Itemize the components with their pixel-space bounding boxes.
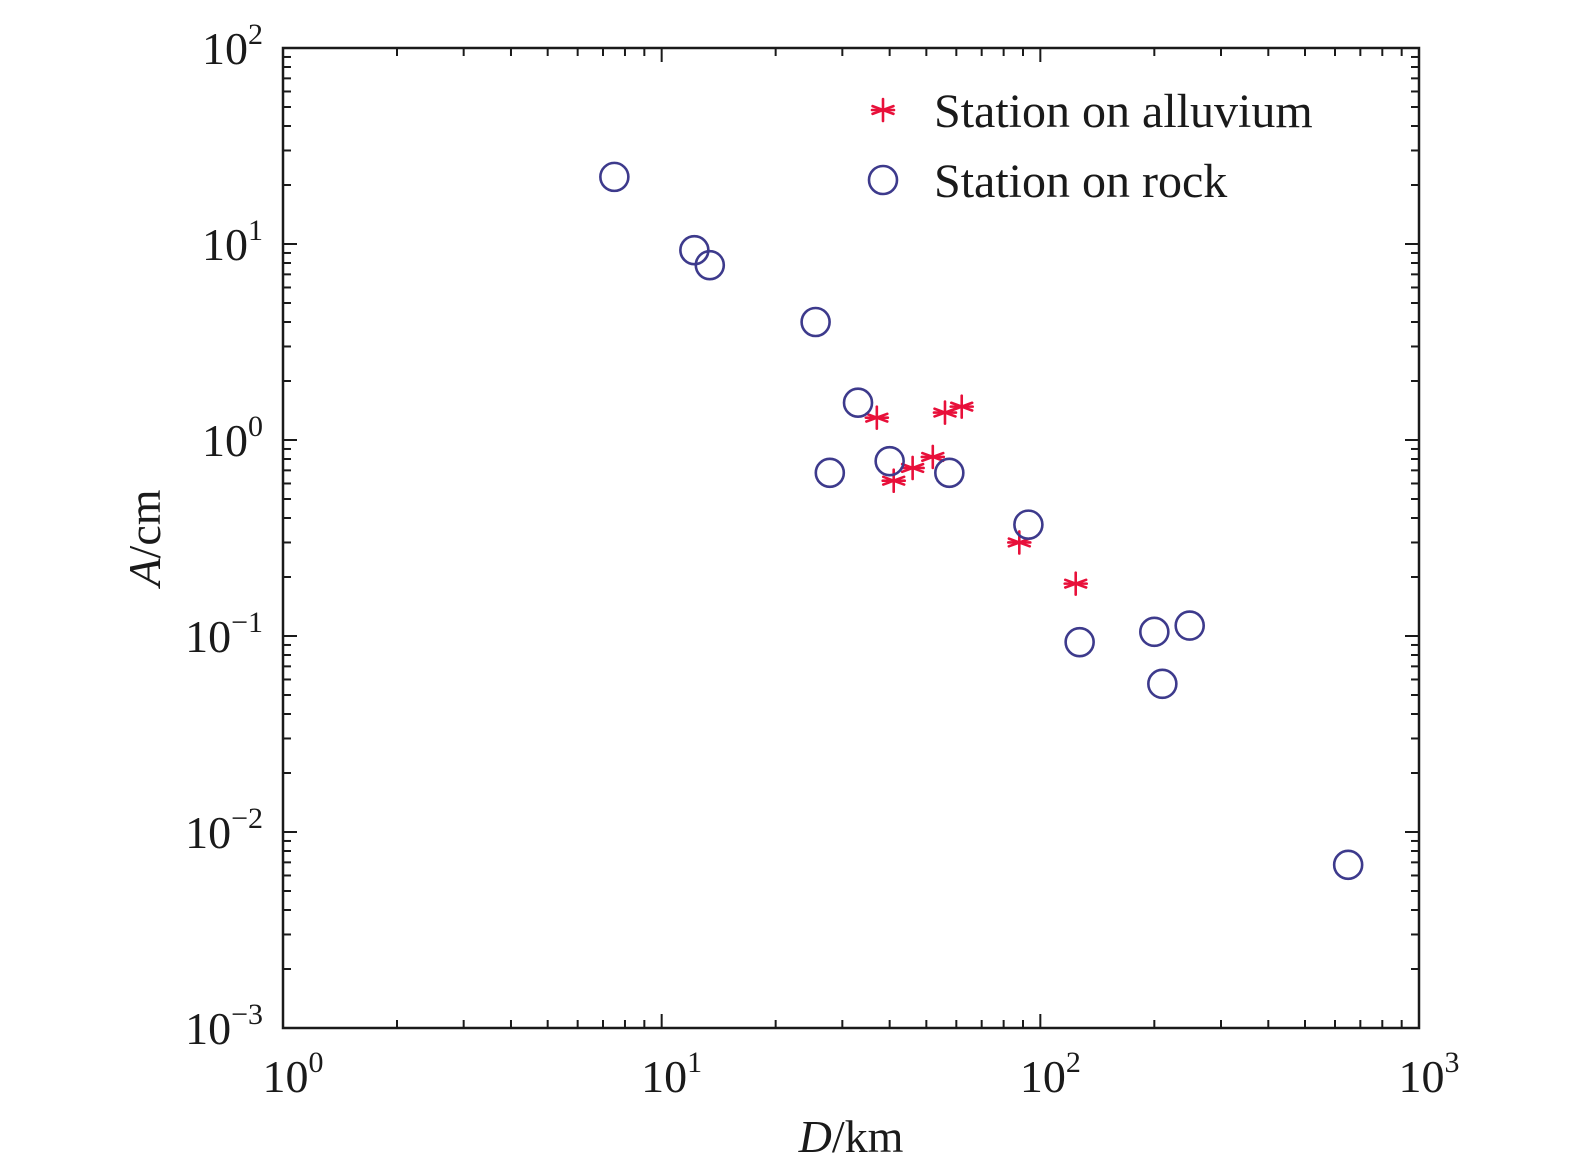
y-tick-label-base: 10 xyxy=(185,807,231,858)
rock-station-point xyxy=(1139,616,1170,648)
legend-label-alluvium: Station on alluvium xyxy=(934,85,1313,138)
y-tick-label-exponent: 2 xyxy=(248,18,263,51)
rock-station-point xyxy=(842,387,874,418)
y-tick-label-base: 10 xyxy=(185,1003,231,1054)
y-axis-variable: A xyxy=(119,558,170,590)
plot-frame xyxy=(281,46,1421,1030)
y-tick-label-exponent: −1 xyxy=(231,606,263,639)
alluvium-station-point xyxy=(1063,571,1089,596)
x-axis-variable: D xyxy=(798,1111,832,1162)
legend: Station on alluvium Station on rock xyxy=(867,85,1313,208)
x-tick-label-exponent: 1 xyxy=(687,1046,702,1079)
y-tick-label-base: 10 xyxy=(202,415,248,466)
y-tick-label-base: 10 xyxy=(185,611,231,662)
alluvium-station-point xyxy=(949,394,975,419)
legend-circle xyxy=(867,164,899,196)
y-tick-label-exponent: 0 xyxy=(248,410,263,443)
x-tick-label-base: 10 xyxy=(263,1051,309,1102)
alluvium-station-point xyxy=(881,468,907,493)
x-tick-label-base: 10 xyxy=(641,1051,687,1102)
legend-asterisk xyxy=(870,97,896,123)
rock-station-point xyxy=(694,249,726,281)
legend-asterisk-marker xyxy=(870,97,896,123)
rock-station-point xyxy=(874,445,905,477)
x-axis-unit: /km xyxy=(832,1111,904,1162)
alluvium-station-point xyxy=(920,444,946,470)
y-tick-label-base: 10 xyxy=(202,219,248,270)
legend-circle-marker xyxy=(867,164,899,196)
rock-station-point xyxy=(1332,849,1364,881)
y-tick-label: 100 xyxy=(202,410,263,466)
y-axis-title: A/cm xyxy=(119,489,170,589)
x-tick-label: 100 xyxy=(263,1046,324,1102)
x-tick-label: 103 xyxy=(1399,1046,1460,1102)
axis-ticks xyxy=(282,47,1420,1029)
y-tick-label: 10−3 xyxy=(185,998,263,1054)
x-tick-label-base: 10 xyxy=(1020,1051,1066,1102)
y-tick-label-exponent: −2 xyxy=(231,802,263,835)
alluvium-station-point xyxy=(932,400,958,425)
rock-station-point xyxy=(599,161,630,193)
legend-label-rock: Station on rock xyxy=(934,155,1227,208)
x-tick-label-exponent: 2 xyxy=(1066,1046,1081,1079)
x-tick-label: 102 xyxy=(1020,1046,1081,1102)
alluvium-station-point xyxy=(900,455,925,481)
rock-station-point xyxy=(1174,610,1205,641)
rock-station-point xyxy=(934,457,965,489)
rock-station-point xyxy=(1013,509,1044,540)
y-tick-label: 10−1 xyxy=(185,606,263,662)
x-tick-label-exponent: 0 xyxy=(309,1046,324,1079)
y-tick-label-exponent: 1 xyxy=(248,214,263,247)
y-axis-unit: /cm xyxy=(119,489,170,558)
alluvium-station-point xyxy=(864,405,890,430)
rock-station-point xyxy=(800,306,831,338)
x-tick-label-exponent: 3 xyxy=(1445,1046,1460,1079)
y-tick-label-base: 10 xyxy=(202,23,248,74)
rock-station-point xyxy=(1064,626,1095,658)
x-axis-title: D/km xyxy=(798,1111,904,1162)
data-marks xyxy=(599,161,1364,881)
x-tick-label-base: 10 xyxy=(1399,1051,1445,1102)
y-tick-label: 101 xyxy=(202,214,263,270)
x-tick-label: 101 xyxy=(641,1046,702,1102)
rock-station-point xyxy=(1147,668,1178,700)
rock-station-point xyxy=(679,234,710,266)
y-tick-label-exponent: −3 xyxy=(231,998,263,1031)
y-tick-label: 10−2 xyxy=(185,802,263,858)
rock-station-point xyxy=(814,457,846,489)
y-tick-label: 102 xyxy=(202,18,263,74)
